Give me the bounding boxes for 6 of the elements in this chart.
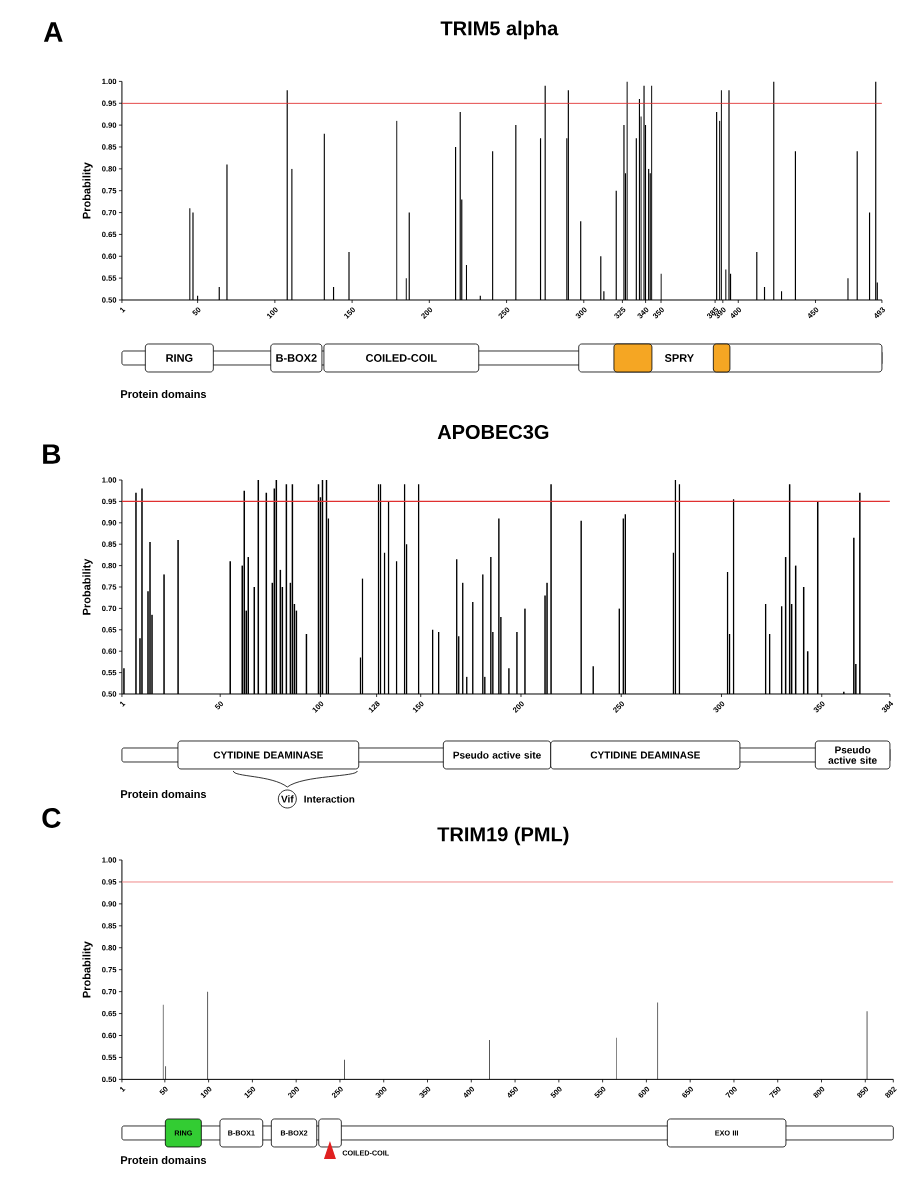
chart-title: TRIM5 alpha — [441, 20, 559, 40]
text: B — [43, 444, 61, 464]
text: A — [44, 22, 64, 42]
chart-title: TRIM19 (PML) — [437, 826, 569, 846]
text: C — [42, 808, 62, 828]
chart-title: APOBEC3G — [438, 424, 549, 440]
